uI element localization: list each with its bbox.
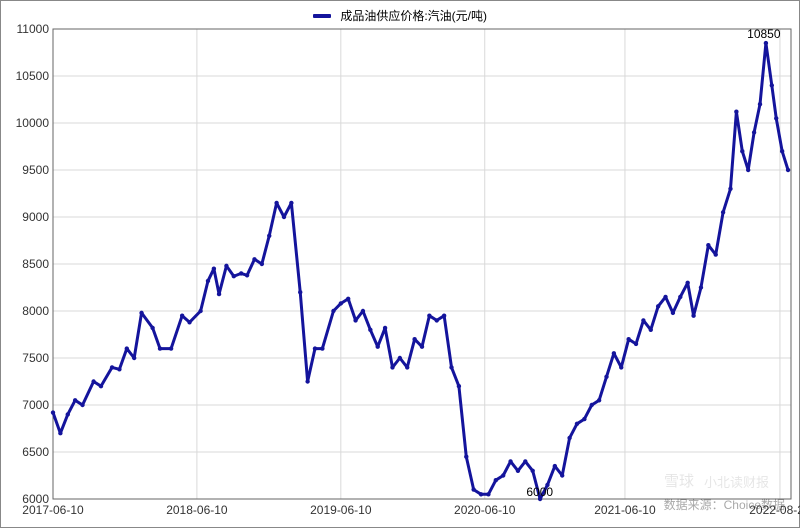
y-tick-label: 8500	[5, 257, 49, 271]
x-tick-label: 2020-06-10	[454, 503, 515, 517]
y-tick-label: 7500	[5, 351, 49, 365]
chart-svg	[1, 1, 800, 528]
x-tick-label: 2017-06-10	[22, 503, 83, 517]
y-tick-label: 11000	[5, 22, 49, 36]
chart-annotation: 6000	[526, 485, 553, 499]
x-tick-label: 2018-06-10	[166, 503, 227, 517]
y-tick-label: 10500	[5, 69, 49, 83]
y-tick-label: 6500	[5, 445, 49, 459]
watermark-main: 雪球	[664, 470, 694, 491]
y-tick-label: 8000	[5, 304, 49, 318]
y-tick-label: 9000	[5, 210, 49, 224]
watermark-sub: 小北读财报	[704, 472, 769, 491]
chart-annotation: 10850	[747, 27, 780, 41]
y-tick-label: 7000	[5, 398, 49, 412]
chart-container: 成品油供应价格:汽油(元/吨) 600065007000750080008500…	[0, 0, 800, 528]
gridlines	[53, 29, 791, 499]
line-series	[53, 43, 788, 499]
data-source-label: 数据来源：Choice数据	[664, 496, 785, 513]
x-tick-label: 2019-06-10	[310, 503, 371, 517]
y-tick-label: 10000	[5, 116, 49, 130]
y-tick-label: 9500	[5, 163, 49, 177]
x-tick-label: 2021-06-10	[594, 503, 655, 517]
line-markers	[51, 41, 790, 501]
